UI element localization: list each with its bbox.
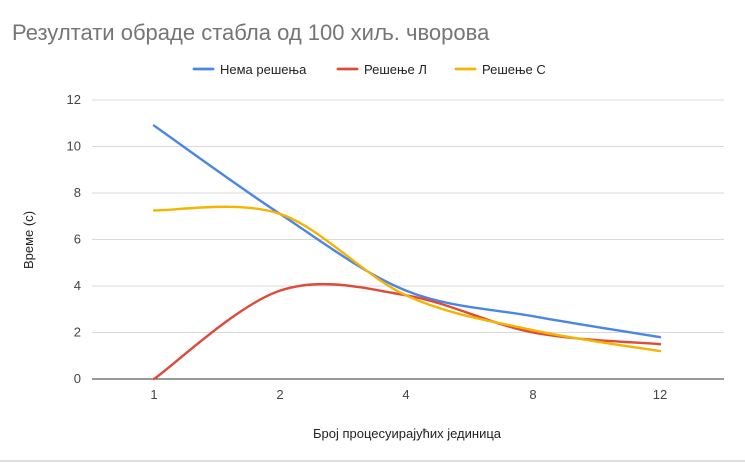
- x-tick-label: 2: [276, 387, 283, 402]
- y-tick-label: 4: [74, 278, 81, 293]
- series-lines: [152, 124, 662, 381]
- y-tick-label: 12: [67, 92, 81, 107]
- chart-title: Резултати обраде стабла од 100 хиљ. чвор…: [12, 20, 490, 45]
- x-tick-label: 8: [529, 387, 536, 402]
- legend-label: Нема решења: [220, 62, 307, 77]
- y-tick-label: 10: [67, 139, 81, 154]
- x-axis-ticks: 1 2 4 8 12: [150, 387, 667, 402]
- x-tick-label: 4: [402, 387, 409, 402]
- legend-label: Решење Л: [364, 62, 427, 77]
- legend-label: Решење С: [482, 62, 546, 77]
- y-axis-ticks: 0 2 4 6 8 10 12: [67, 92, 81, 386]
- y-tick-label: 6: [74, 232, 81, 247]
- x-tick-label: 12: [653, 387, 667, 402]
- series-line-3: [152, 205, 662, 353]
- y-tick-label: 0: [74, 371, 81, 386]
- gridlines: [92, 99, 724, 380]
- series-line-1: [152, 124, 662, 339]
- y-tick-label: 8: [74, 185, 81, 200]
- y-axis-label: Време (с): [21, 211, 36, 269]
- series-line-2: [152, 282, 662, 381]
- legend: Нема решења Решење Л Решење С: [192, 62, 546, 77]
- x-axis-label: Број процесуирајућих јединица: [313, 426, 502, 441]
- x-tick-label: 1: [150, 387, 157, 402]
- y-tick-label: 2: [74, 325, 81, 340]
